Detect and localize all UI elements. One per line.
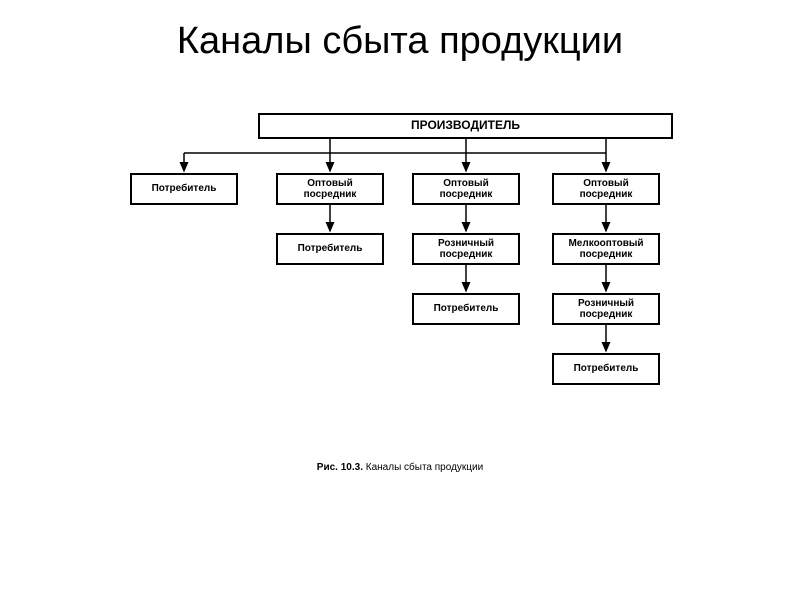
- node-retail-ch4: Розничныйпосредник: [552, 293, 660, 325]
- caption-prefix: Рис. 10.3.: [317, 462, 363, 473]
- node-consumer-direct: Потребитель: [130, 173, 238, 205]
- connectors-svg: [120, 113, 680, 453]
- node-smallwholesale-ch4: Мелкооптовыйпосредник: [552, 233, 660, 265]
- node-consumer-ch4: Потребитель: [552, 353, 660, 385]
- node-retail-ch3: Розничныйпосредник: [412, 233, 520, 265]
- node-wholesale-1: Оптовыйпосредник: [276, 173, 384, 205]
- node-consumer-ch2: Потребитель: [276, 233, 384, 265]
- distribution-channels-diagram: ПРОИЗВОДИТЕЛЬ Потребитель Оптовыйпосредн…: [120, 113, 680, 473]
- figure-caption: Рис. 10.3. Каналы сбыта продукции: [120, 462, 680, 473]
- node-consumer-ch3: Потребитель: [412, 293, 520, 325]
- caption-text: Каналы сбыта продукции: [363, 462, 483, 473]
- node-wholesale-3: Оптовыйпосредник: [552, 173, 660, 205]
- slide-title: Каналы сбыта продукции: [0, 0, 800, 63]
- node-wholesale-2: Оптовыйпосредник: [412, 173, 520, 205]
- node-producer: ПРОИЗВОДИТЕЛЬ: [258, 113, 673, 139]
